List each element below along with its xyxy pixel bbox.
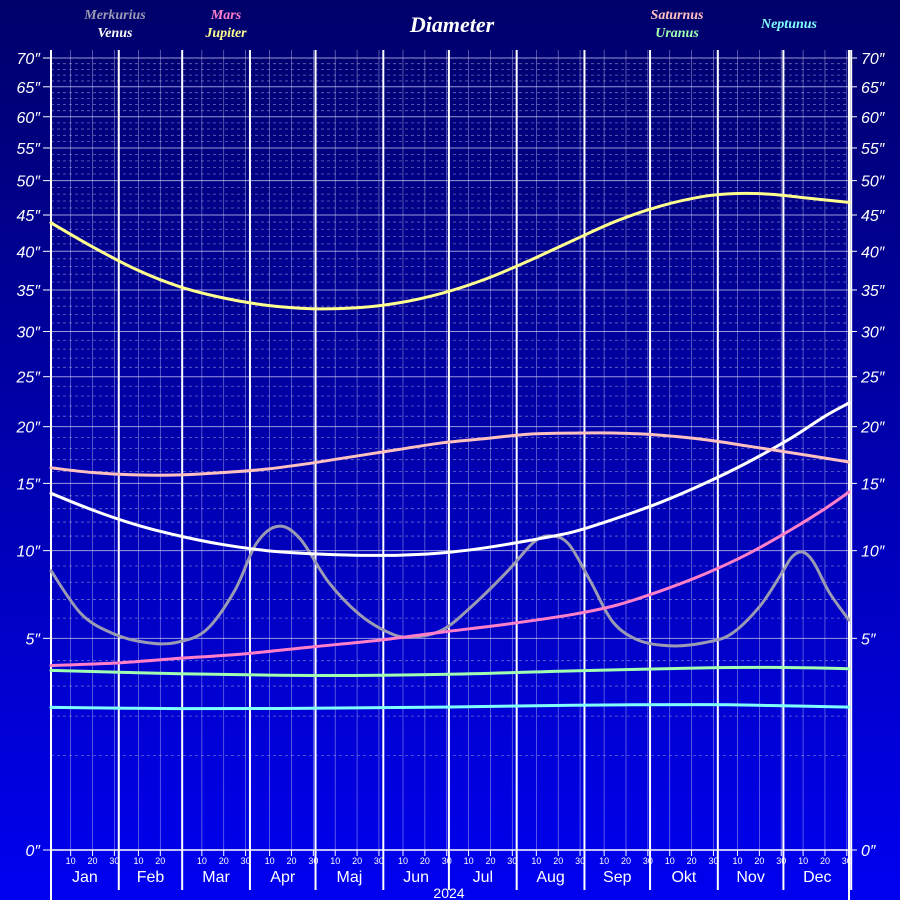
day-tick-label: 10 [398,856,408,866]
day-tick-label: 30 [643,856,653,866]
day-tick-label: 20 [155,856,165,866]
y-tick-label-right: 0″ [861,843,877,860]
series-line-merkurius [49,524,851,648]
day-tick-label: 30 [442,856,452,866]
y-tick-label-left: 50″ [17,174,42,191]
series-line-uranus [49,665,851,678]
month-label: Jun [403,869,429,886]
day-tick-label: 20 [286,856,296,866]
day-tick-label: 20 [820,856,830,866]
y-tick-label-right: 35″ [861,283,886,300]
y-tick-label-left: 30″ [17,325,42,342]
y-tick-label-right: 30″ [861,325,886,342]
day-tick-label: 20 [420,856,430,866]
y-tick-label-right: 40″ [861,244,886,261]
legend-neptunus: Neptunus [760,17,818,32]
month-label: Jan [72,869,98,886]
month-label: Aug [536,869,564,886]
y-tick-label-right: 50″ [861,174,886,191]
y-tick-label-left: 0″ [25,843,41,860]
chart-title: Diameter [409,12,495,37]
y-tick-label-right: 45″ [861,208,886,225]
day-tick-label: 20 [621,856,631,866]
y-tick-label-right: 10″ [861,544,886,561]
legend-venus: Venus [97,26,133,41]
day-tick-label: 10 [464,856,474,866]
y-tick-label-right: 15″ [861,476,886,493]
month-label: Dec [803,869,831,886]
y-tick-label-left: 35″ [17,283,42,300]
legend-mars: Mars [210,8,242,23]
y-tick-label-left: 40″ [17,244,42,261]
month-label: Jul [473,869,493,886]
day-tick-label: 30 [842,856,852,866]
y-tick-label-right: 5″ [861,631,877,648]
series-line-jupiter [49,191,851,311]
month-label: Okt [671,869,696,886]
series-line-neptunus [49,703,851,711]
y-tick-label-left: 45″ [17,208,42,225]
day-tick-label: 20 [219,856,229,866]
y-tick-label-left: 65″ [17,80,42,97]
series-line-saturnus [49,431,851,477]
y-tick-label-left: 25″ [16,370,42,387]
day-tick-label: 10 [732,856,742,866]
day-tick-label: 10 [265,856,275,866]
day-tick-label: 20 [485,856,495,866]
y-tick-label-right: 60″ [861,110,886,127]
day-tick-label: 30 [374,856,384,866]
y-tick-label-left: 55″ [17,141,42,158]
y-tick-label-right: 20″ [860,420,886,437]
y-tick-label-left: 70″ [17,51,42,68]
y-tick-label-right: 65″ [861,80,886,97]
day-tick-label: 20 [687,856,697,866]
month-label: Apr [270,869,296,886]
day-tick-label: 30 [776,856,786,866]
day-tick-label: 20 [553,856,563,866]
day-tick-label: 10 [330,856,340,866]
legend-uranus: Uranus [655,26,699,41]
day-tick-label: 30 [308,856,318,866]
month-label: Feb [137,869,165,886]
day-tick-label: 10 [599,856,609,866]
series-line-mars [49,490,851,667]
day-tick-label: 10 [531,856,541,866]
y-tick-label-left: 60″ [17,110,42,127]
y-tick-label-left: 15″ [17,476,42,493]
year-label: 2024 [433,885,464,900]
y-tick-label-right: 55″ [861,141,886,158]
y-tick-label-left: 10″ [17,544,42,561]
day-tick-label: 20 [352,856,362,866]
day-tick-label: 30 [507,856,517,866]
day-tick-label: 30 [241,856,251,866]
day-tick-label: 20 [88,856,98,866]
y-tick-label-right: 25″ [860,370,886,387]
day-tick-label: 10 [197,856,207,866]
legend-jupiter: Jupiter [204,26,247,41]
legend-saturnus: Saturnus [651,8,704,23]
month-label: Nov [736,869,764,886]
month-label: Mar [202,869,230,886]
day-tick-label: 20 [754,856,764,866]
day-tick-label: 10 [66,856,76,866]
legend-merkurius: Merkurius [83,8,146,23]
y-tick-label-left: 20″ [16,420,42,437]
month-label: Sep [603,869,632,886]
day-tick-label: 10 [133,856,143,866]
day-tick-label: 30 [708,856,718,866]
y-tick-label-right: 70″ [861,51,886,68]
month-label: Maj [337,869,363,886]
day-tick-label: 30 [109,856,119,866]
day-tick-label: 10 [665,856,675,866]
day-tick-label: 30 [575,856,585,866]
y-tick-label-left: 5″ [25,631,41,648]
series-line-venus [49,401,851,557]
day-tick-label: 10 [798,856,808,866]
